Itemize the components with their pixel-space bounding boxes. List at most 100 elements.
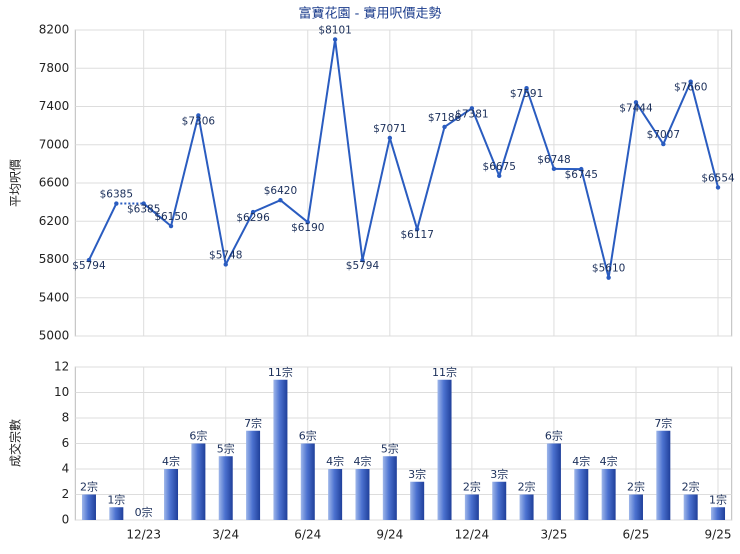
chart-title: 富寶花園 - 實用呎價走勢	[299, 6, 442, 22]
data-label: 4宗	[162, 454, 180, 468]
data-label: $6117	[400, 229, 433, 241]
data-label: $6296	[236, 212, 270, 224]
data-label: 4宗	[326, 454, 344, 468]
data-label: $6150	[154, 211, 187, 223]
bar	[219, 456, 233, 520]
data-label: $7591	[510, 88, 543, 100]
line-segment	[417, 127, 444, 229]
y-tick-label: 10	[54, 385, 69, 399]
y-tick-label: 2	[62, 487, 70, 501]
data-label: $6748	[537, 154, 570, 166]
data-label: 11宗	[268, 365, 293, 379]
data-label: $7381	[455, 108, 488, 120]
y-tick-label: 12	[54, 360, 69, 374]
data-label: 1宗	[709, 492, 727, 506]
y-tick-label: 6200	[39, 214, 70, 228]
data-label: 7宗	[654, 416, 672, 430]
x-tick-label: 6/25	[622, 528, 649, 542]
data-label: 3宗	[490, 467, 508, 481]
y-tick-label: 7800	[39, 61, 70, 75]
point	[606, 275, 610, 279]
data-label: $6554	[701, 172, 735, 184]
bar	[246, 431, 260, 520]
y-tick-label: 6	[62, 436, 70, 450]
x-tick-label: 12/23	[126, 528, 161, 542]
line-segment	[198, 115, 225, 264]
bar	[629, 495, 643, 521]
bar	[355, 469, 369, 520]
line-segment	[253, 200, 280, 212]
data-label: $7007	[647, 129, 680, 141]
bar	[574, 469, 588, 520]
data-label: $6745	[565, 169, 598, 181]
data-label: $8101	[318, 24, 351, 36]
y-tick-label: 6600	[39, 176, 70, 190]
data-label: 2宗	[518, 480, 536, 494]
data-label: $7444	[619, 102, 653, 114]
data-label: $7071	[373, 123, 406, 135]
data-label: 5宗	[217, 441, 235, 455]
bar	[328, 469, 342, 520]
line-segment	[335, 39, 362, 260]
line-segment	[609, 102, 636, 277]
line-segment	[171, 115, 198, 226]
line-segment	[362, 138, 389, 260]
data-label: 11宗	[432, 365, 457, 379]
x-tick-label: 12/24	[455, 528, 490, 542]
point	[497, 174, 501, 178]
bar	[383, 456, 397, 520]
data-label: 6宗	[189, 429, 207, 443]
y-tick-label: 7000	[39, 137, 70, 151]
point	[552, 167, 556, 171]
bar	[547, 444, 561, 521]
y-tick-label: 5400	[39, 290, 70, 304]
point	[114, 201, 118, 205]
bar	[410, 482, 424, 520]
bar	[109, 507, 123, 520]
data-label: 5宗	[381, 441, 399, 455]
data-label: 4宗	[600, 454, 618, 468]
y-axis-label: 成交宗數	[8, 419, 23, 467]
y-tick-label: 7400	[39, 99, 70, 113]
x-tick-label: 9/25	[705, 528, 732, 542]
point	[278, 198, 282, 202]
point	[716, 185, 720, 189]
data-label: $5748	[209, 249, 242, 261]
bar	[465, 495, 479, 521]
data-label: $7660	[674, 82, 707, 94]
data-label: 2宗	[463, 480, 481, 494]
y-axis-label: 平均呎價	[9, 159, 23, 207]
point	[169, 224, 173, 228]
line-segment	[308, 39, 335, 222]
y-tick-label: 8	[62, 411, 70, 425]
data-label: 2宗	[627, 480, 645, 494]
data-label: $6420	[264, 185, 297, 197]
data-label: $5794	[72, 260, 106, 272]
data-label: 0宗	[135, 505, 153, 519]
data-label: 4宗	[353, 454, 371, 468]
point	[661, 142, 665, 146]
bar	[301, 444, 315, 521]
line-segment	[89, 204, 116, 261]
y-tick-label: 4	[62, 462, 70, 476]
point	[333, 37, 337, 41]
bar	[602, 469, 616, 520]
bar	[711, 507, 725, 520]
line-segment	[280, 200, 307, 222]
point	[442, 125, 446, 129]
data-label: 2宗	[682, 480, 700, 494]
x-tick-label: 3/25	[540, 528, 567, 542]
data-label: 6宗	[545, 429, 563, 443]
data-label: 7宗	[244, 416, 262, 430]
data-label: 2宗	[80, 480, 98, 494]
data-label: $7306	[182, 115, 216, 127]
y-tick-label: 5000	[39, 329, 70, 343]
data-label: $5610	[592, 263, 625, 275]
bar	[684, 495, 698, 521]
x-tick-label: 6/24	[294, 528, 321, 542]
x-tick-label: 3/24	[212, 528, 239, 542]
bar	[273, 380, 287, 520]
point	[388, 136, 392, 140]
data-label: $6385	[100, 189, 133, 201]
data-label: 6宗	[299, 429, 317, 443]
